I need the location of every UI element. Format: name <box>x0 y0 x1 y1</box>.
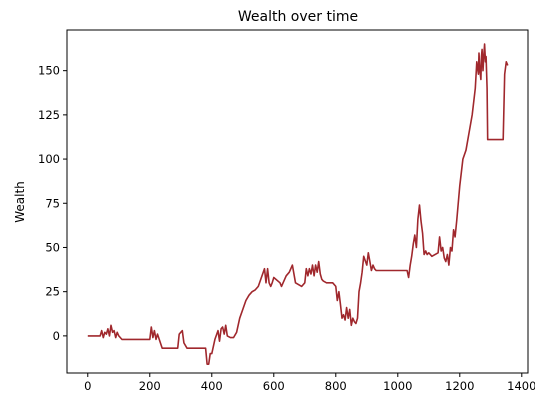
y-tick-label: 125 <box>38 108 60 122</box>
chart-title: Wealth over time <box>238 9 358 25</box>
x-tick-label: 600 <box>263 379 285 393</box>
y-tick-label: 50 <box>45 240 60 254</box>
y-tick-label: 75 <box>45 196 60 210</box>
x-tick-label: 0 <box>84 379 91 393</box>
y-tick-label: 150 <box>38 64 60 78</box>
x-axis: 0 200 400 600 800 1000 1200 1400 <box>84 373 535 393</box>
x-tick-label: 1400 <box>507 379 535 393</box>
y-tick-label: 25 <box>45 285 60 299</box>
series-group <box>87 43 509 365</box>
y-tick-label: 100 <box>38 152 60 166</box>
plot-area <box>66 29 529 374</box>
x-tick-label: 400 <box>201 379 223 393</box>
y-tick-label: 0 <box>53 329 60 343</box>
y-axis: 0 25 50 75 100 125 150 <box>38 64 67 343</box>
y-axis-label: Wealth <box>13 181 27 223</box>
x-tick-label: 200 <box>139 379 161 393</box>
x-tick-label: 1000 <box>383 379 412 393</box>
x-tick-label: 800 <box>325 379 347 393</box>
series-line <box>87 43 509 365</box>
x-tick-label: 1200 <box>445 379 474 393</box>
